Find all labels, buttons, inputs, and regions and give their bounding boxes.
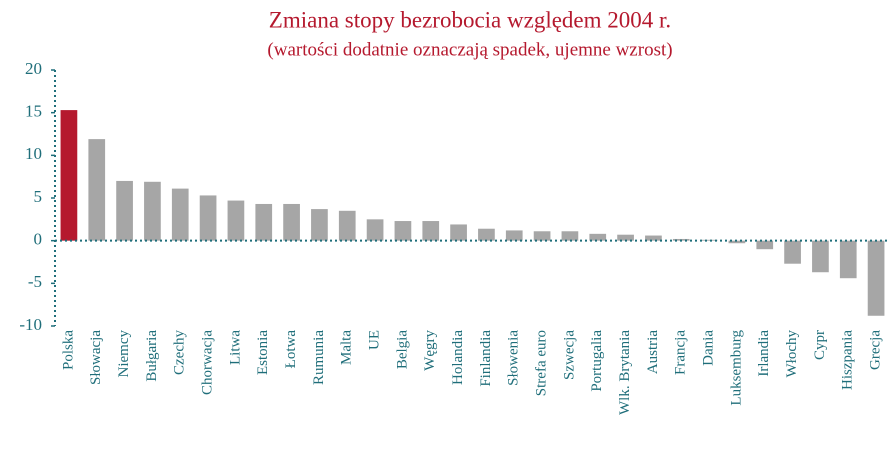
x-tick-label: Polska xyxy=(60,330,76,370)
y-tick-label: -10 xyxy=(19,315,42,334)
bar xyxy=(839,240,857,279)
x-tick-label: Wlk. Brytania xyxy=(617,330,633,415)
bar xyxy=(645,235,662,241)
x-tick-label: Hiszpania xyxy=(840,330,856,390)
x-tick-label: Włochy xyxy=(784,330,800,378)
bar xyxy=(812,240,829,273)
bar xyxy=(505,230,523,241)
x-tick-label: Niemcy xyxy=(116,330,132,378)
x-tick-label: Portugalia xyxy=(589,330,605,392)
bar xyxy=(700,239,718,241)
y-tick-label: 5 xyxy=(34,187,43,206)
x-tick-label: Czechy xyxy=(172,330,188,375)
y-tick-label: 20 xyxy=(25,59,42,78)
bar xyxy=(394,221,412,241)
x-tick-label: UE xyxy=(367,330,383,350)
x-tick-label: Finlandia xyxy=(478,330,494,387)
x-tick-label: Szwecja xyxy=(561,330,577,380)
x-tick-label: Estonia xyxy=(255,330,271,375)
bar xyxy=(255,203,273,241)
x-tick-label: Austria xyxy=(645,330,661,375)
x-tick-label: Francja xyxy=(673,330,689,375)
bar xyxy=(171,188,189,241)
x-tick-label: Malta xyxy=(339,330,355,365)
bar xyxy=(88,139,106,241)
x-tick-label: Dania xyxy=(701,330,717,366)
bar xyxy=(867,240,885,316)
bar xyxy=(478,228,495,241)
x-tick-label: Grecja xyxy=(868,330,884,370)
bar xyxy=(116,180,133,241)
y-tick-label: 10 xyxy=(25,144,42,163)
x-tick-label: Strefa euro xyxy=(534,330,550,396)
x-tick-label: Luksemburg xyxy=(728,330,744,406)
x-tick-label: Rumunia xyxy=(311,330,327,385)
x-tick-label: Słowacja xyxy=(88,330,104,385)
x-tick-label: Węgry xyxy=(422,330,438,371)
x-tick-label: Słowenia xyxy=(506,330,522,386)
x-tick-label: Łotwa xyxy=(283,330,299,369)
bar xyxy=(756,240,774,250)
x-tick-label: Cypr xyxy=(812,330,828,360)
x-tick-label: Chorwacja xyxy=(200,330,216,395)
bar xyxy=(617,234,634,241)
bar xyxy=(338,210,356,241)
x-tick-label: Belgia xyxy=(394,330,410,369)
bar xyxy=(533,231,551,241)
y-tick-label: 15 xyxy=(25,102,42,121)
chart-title: Zmiana stopy bezrobocia względem 2004 r. xyxy=(269,7,671,32)
bar xyxy=(283,203,300,241)
bar xyxy=(728,240,746,244)
x-tick-label: Holandia xyxy=(450,330,466,385)
y-tick-label: 0 xyxy=(34,230,43,249)
bar xyxy=(144,181,161,241)
bar xyxy=(311,209,328,241)
bar xyxy=(227,200,245,241)
chart-subtitle: (wartości dodatnie oznaczają spadek, uje… xyxy=(267,39,672,60)
bar xyxy=(422,221,440,241)
y-tick-label: -5 xyxy=(28,272,42,291)
bar xyxy=(60,110,78,241)
bar xyxy=(784,240,801,264)
bar xyxy=(450,224,467,241)
bar xyxy=(589,233,607,241)
x-tick-label: Bułgaria xyxy=(144,330,160,382)
x-tick-label: Irlandia xyxy=(756,330,772,377)
bar xyxy=(366,219,384,241)
bar xyxy=(199,195,217,241)
x-tick-label: Litwa xyxy=(227,330,243,365)
bar xyxy=(561,231,579,241)
